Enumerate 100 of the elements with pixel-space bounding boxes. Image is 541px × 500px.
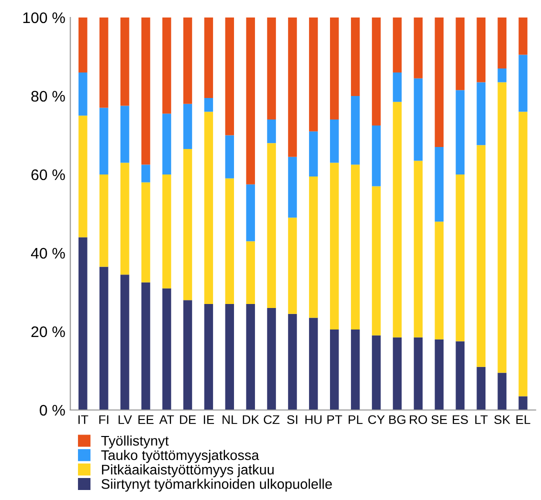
bar xyxy=(498,18,506,69)
bar xyxy=(267,18,276,120)
bar xyxy=(225,304,234,410)
bar xyxy=(120,274,130,410)
bar xyxy=(372,335,381,410)
x-tick-label: DK xyxy=(242,415,260,424)
bar xyxy=(392,337,402,410)
bar xyxy=(246,241,255,304)
bar xyxy=(246,18,255,184)
bar xyxy=(99,174,108,267)
y-tick-label: 20 % xyxy=(31,326,65,338)
legend-label: Siirtynyt työmarkkinoiden ulkopuolelle xyxy=(102,478,332,492)
x-tick-label: IT xyxy=(78,415,88,424)
bar xyxy=(183,300,192,410)
bar xyxy=(141,182,150,282)
bar xyxy=(120,18,130,106)
x-tick-label: PT xyxy=(327,415,342,424)
bar xyxy=(309,318,318,410)
bar xyxy=(225,135,234,178)
bar xyxy=(78,116,88,238)
legend-label: Työllistynyt xyxy=(101,435,169,448)
bar xyxy=(246,304,255,410)
bar xyxy=(350,164,360,330)
bar xyxy=(434,18,444,148)
bar xyxy=(141,18,150,165)
bar xyxy=(309,176,318,318)
bar xyxy=(204,112,214,304)
bar xyxy=(434,222,444,340)
x-tick-label: EE xyxy=(138,415,154,424)
bar xyxy=(372,186,381,336)
bar xyxy=(414,18,423,78)
x-tick-label: ES xyxy=(452,415,468,424)
bar xyxy=(392,18,402,72)
bar xyxy=(288,18,297,157)
bar xyxy=(518,112,528,396)
x-tick-label: LT xyxy=(475,415,488,424)
bar xyxy=(498,372,506,410)
bar xyxy=(476,82,486,146)
bar xyxy=(267,120,276,144)
x-tick-label: SK xyxy=(494,415,510,424)
bar xyxy=(372,125,381,186)
bar xyxy=(414,78,423,161)
x-tick-label: CZ xyxy=(264,415,280,424)
bar xyxy=(330,120,339,163)
bar xyxy=(267,143,276,308)
x-tick-label: PL xyxy=(348,415,363,424)
bar xyxy=(183,18,192,104)
bar xyxy=(309,131,318,176)
bar xyxy=(246,184,255,242)
bar xyxy=(350,96,360,165)
x-tick-label: IE xyxy=(204,415,214,424)
x-tick-label: SI xyxy=(287,415,298,424)
bar xyxy=(99,108,108,174)
x-tick-label: SE xyxy=(431,415,447,424)
bar xyxy=(518,54,528,112)
y-tick-label: 0 % xyxy=(40,404,65,416)
bar xyxy=(330,162,339,330)
x-tick-label: FI xyxy=(99,415,108,424)
x-tick-label: RO xyxy=(410,415,428,424)
x-tick-label: DE xyxy=(180,415,196,424)
bar xyxy=(476,366,486,410)
bar xyxy=(392,102,402,338)
bar xyxy=(456,18,465,90)
bar xyxy=(120,106,130,163)
bar xyxy=(456,341,465,410)
bar xyxy=(162,288,172,410)
x-tick-label: LV xyxy=(118,415,132,424)
bar xyxy=(141,282,150,410)
y-tick-label: 60 % xyxy=(31,169,65,180)
bar xyxy=(456,174,465,342)
bar xyxy=(414,160,423,338)
bar xyxy=(476,18,486,82)
legend-label: Pitkäaikaistyöttömyys jatkuu xyxy=(102,464,274,478)
bar xyxy=(330,330,339,410)
bar xyxy=(99,18,108,108)
bar xyxy=(204,304,214,410)
bar xyxy=(392,72,402,102)
bar xyxy=(120,162,130,275)
bar xyxy=(372,18,381,126)
bar xyxy=(434,339,444,410)
bar xyxy=(141,164,150,182)
y-tick-label: 40 % xyxy=(31,248,65,259)
bar xyxy=(162,114,172,174)
bar xyxy=(78,18,88,72)
bar xyxy=(78,72,88,116)
bar xyxy=(99,266,108,410)
bar xyxy=(518,396,528,410)
x-tick-label: HU xyxy=(305,415,322,424)
bar xyxy=(162,174,172,288)
bar xyxy=(476,145,486,367)
bar xyxy=(330,18,339,120)
y-tick-label: 80 % xyxy=(31,90,65,102)
x-tick-label: NL xyxy=(222,415,238,424)
bar xyxy=(350,330,360,410)
bar xyxy=(267,308,276,410)
bar xyxy=(183,148,192,300)
bar xyxy=(78,237,88,410)
bar xyxy=(414,337,423,410)
bar xyxy=(309,18,318,132)
bar xyxy=(204,18,214,98)
